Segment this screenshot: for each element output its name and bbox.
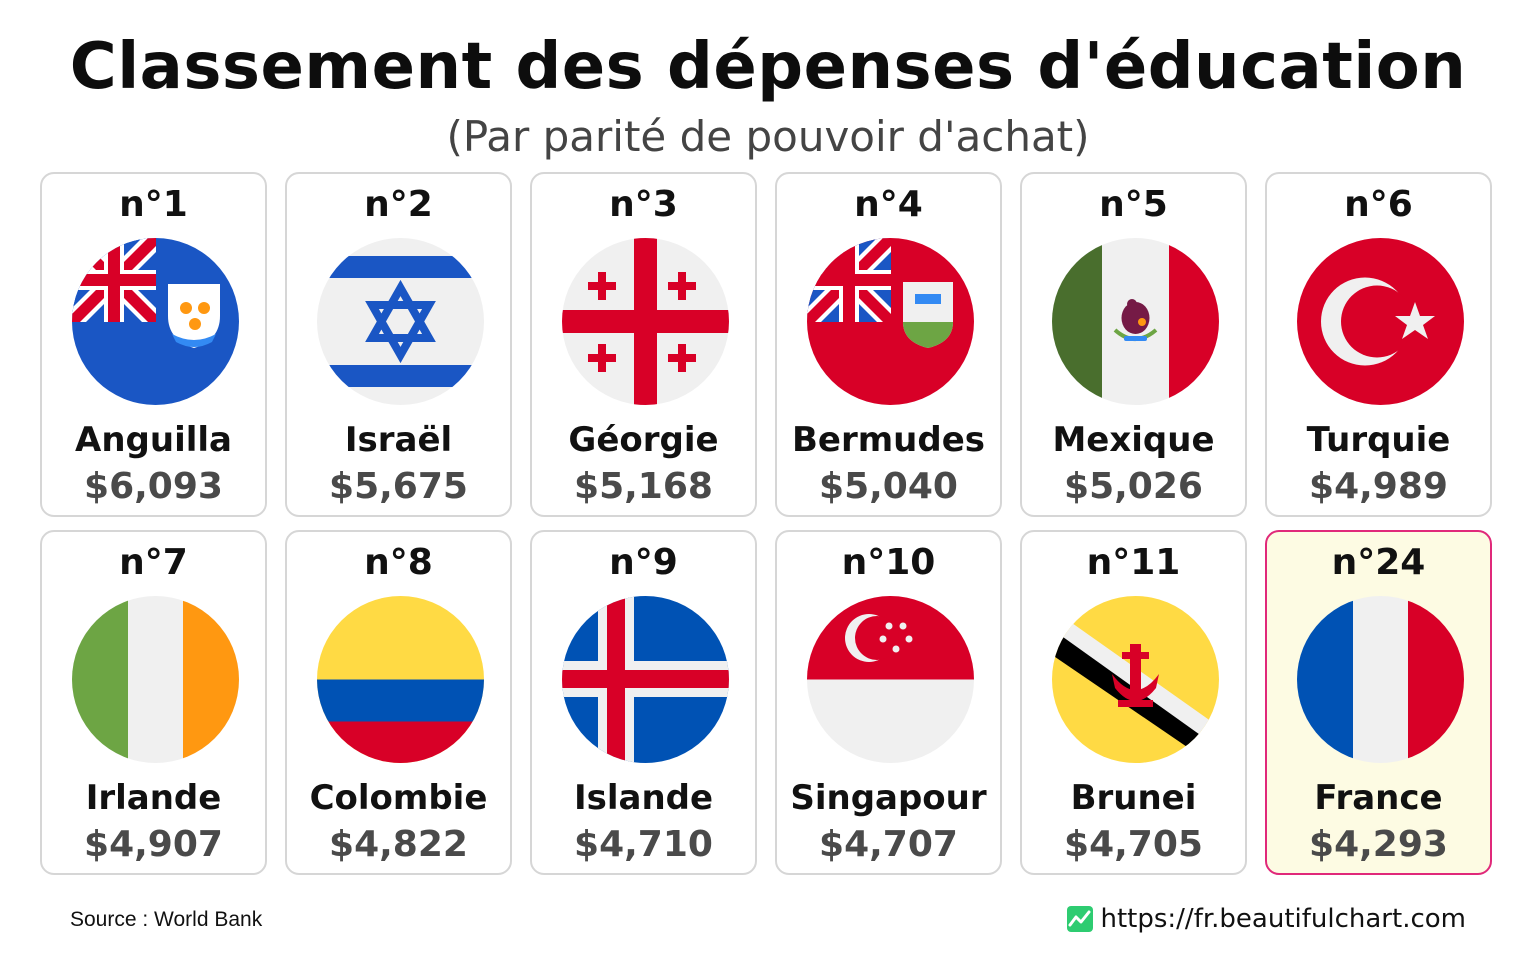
rank-label: n°9 [609,542,678,583]
ranking-card: n°11 Brunei $4,705 [1020,530,1247,875]
spending-value: $4,293 [1309,824,1448,865]
page-subtitle: (Par parité de pouvoir d'achat) [446,112,1090,161]
singapore-flag-icon [807,596,974,763]
spending-value: $5,675 [329,466,468,507]
ranking-grid: n°1 Anguilla $6,093 n°2 Isr [40,172,1492,878]
country-name: Géorgie [568,420,719,460]
ranking-card: n°8 Colombie $4,822 [285,530,512,875]
colombia-flag-icon [317,596,484,763]
ranking-card: n°10 Singapour $4,707 [775,530,1002,875]
spending-value: $4,907 [84,824,223,865]
ranking-card: n°3 Géorgie $5,168 [530,172,757,517]
georgia-flag-icon [562,238,729,405]
spending-value: $4,822 [329,824,468,865]
ranking-card: n°5 Mexique $5,026 [1020,172,1247,517]
country-name: Bermudes [791,420,985,460]
rank-label: n°11 [1086,542,1181,583]
mexico-flag-icon [1052,238,1219,405]
brunei-flag-icon [1052,596,1219,763]
country-name: Colombie [309,778,488,818]
rank-label: n°8 [364,542,433,583]
rank-label: n°3 [609,184,678,225]
rank-label: n°7 [119,542,188,583]
spending-value: $5,026 [1064,466,1203,507]
spending-value: $6,093 [84,466,223,507]
ranking-card: n°9 Islande $4,710 [530,530,757,875]
website-url[interactable]: https://fr.beautifulchart.com [1100,904,1467,934]
country-name: Anguilla [75,420,232,460]
rank-label: n°24 [1331,542,1426,583]
ranking-card: n°2 Israël $5,675 [285,172,512,517]
page-title: Classement des dépenses d'éducation [69,30,1467,104]
rank-label: n°4 [854,184,923,225]
rank-label: n°1 [119,184,188,225]
spending-value: $4,707 [819,824,958,865]
chart-logo-icon [1066,906,1093,932]
france-flag-icon [1297,596,1464,763]
israel-flag-icon [317,238,484,405]
spending-value: $5,168 [574,466,713,507]
turkey-flag-icon [1297,238,1464,405]
iceland-flag-icon [562,596,729,763]
ranking-card: n°24 France $4,293 [1265,530,1492,875]
ranking-card: n°1 Anguilla $6,093 [40,172,267,517]
spending-value: $5,040 [819,466,958,507]
country-name: Singapour [790,778,987,818]
country-name: Islande [573,778,714,818]
website-link[interactable]: https://fr.beautifulchart.com [1066,904,1467,934]
country-name: France [1314,778,1443,818]
ireland-flag-icon [72,596,239,763]
rank-label: n°5 [1099,184,1168,225]
country-name: Irlande [85,778,222,818]
rank-label: n°2 [364,184,433,225]
source-note: Source : World Bank [70,908,263,931]
ranking-card: n°6 Turquie $4,989 [1265,172,1492,517]
ranking-card: n°4 Bermudes $5,040 [775,172,1002,517]
country-name: Israël [344,420,453,460]
country-name: Brunei [1070,778,1197,818]
spending-value: $4,989 [1309,466,1448,507]
country-name: Turquie [1306,420,1451,460]
country-name: Mexique [1052,420,1215,460]
anguilla-flag-icon [72,238,239,405]
spending-value: $4,705 [1064,824,1203,865]
bermuda-flag-icon [807,238,974,405]
rank-label: n°10 [841,542,936,583]
spending-value: $4,710 [574,824,713,865]
rank-label: n°6 [1344,184,1413,225]
ranking-card: n°7 Irlande $4,907 [40,530,267,875]
